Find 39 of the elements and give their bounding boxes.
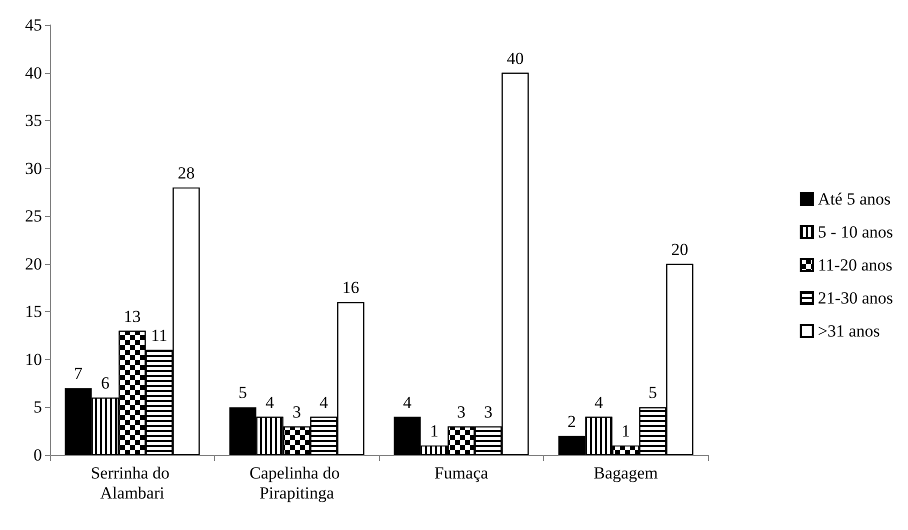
data-label: 4 bbox=[594, 392, 604, 412]
x-tick-label: Bagagem bbox=[594, 464, 658, 482]
data-label: 16 bbox=[342, 278, 360, 298]
data-label: 5 bbox=[648, 383, 657, 402]
data-label: 2 bbox=[568, 412, 576, 431]
x-tick-label: Capelinha do Pirapitinga bbox=[250, 464, 344, 502]
data-label: 40 bbox=[506, 48, 524, 68]
legend-label: 21-30 anos bbox=[818, 288, 894, 308]
y-tick-label: 25 bbox=[25, 206, 42, 226]
data-label: 3 bbox=[292, 402, 301, 422]
y-tick-label: 30 bbox=[25, 158, 42, 178]
y-tick-label: 10 bbox=[25, 350, 42, 369]
y-tick-label: 0 bbox=[34, 446, 42, 464]
legend-label: Até 5 anos bbox=[818, 190, 891, 208]
data-label: 7 bbox=[74, 364, 84, 384]
data-label: 4 bbox=[266, 392, 275, 412]
data-label: 4 bbox=[319, 392, 328, 412]
x-tick-label: Fumaça bbox=[434, 464, 489, 482]
legend-label: 11-20 anos bbox=[818, 256, 892, 274]
data-label: 20 bbox=[671, 240, 688, 259]
y-tick-label: 45 bbox=[25, 16, 42, 34]
y-tick-label: 5 bbox=[34, 398, 42, 417]
data-label: 13 bbox=[124, 306, 141, 326]
data-label: 28 bbox=[178, 163, 195, 182]
y-tick-label: 40 bbox=[25, 63, 42, 82]
data-label: 4 bbox=[403, 392, 412, 412]
y-tick-label: 35 bbox=[25, 111, 42, 130]
data-label: 11 bbox=[151, 326, 168, 345]
data-label: 5 bbox=[238, 383, 248, 402]
data-label: 3 bbox=[457, 402, 466, 422]
data-label: 6 bbox=[101, 374, 110, 393]
y-tick-label: 15 bbox=[25, 302, 42, 322]
legend-label: 5 - 10 anos bbox=[818, 222, 894, 242]
data-label: 1 bbox=[622, 421, 630, 440]
data-label: 3 bbox=[484, 402, 492, 422]
legend-label: >31 anos bbox=[818, 322, 880, 340]
x-tick-label: Serrinha do Alambari bbox=[90, 464, 174, 502]
data-label: 1 bbox=[430, 421, 439, 440]
y-tick-label: 20 bbox=[25, 254, 42, 274]
